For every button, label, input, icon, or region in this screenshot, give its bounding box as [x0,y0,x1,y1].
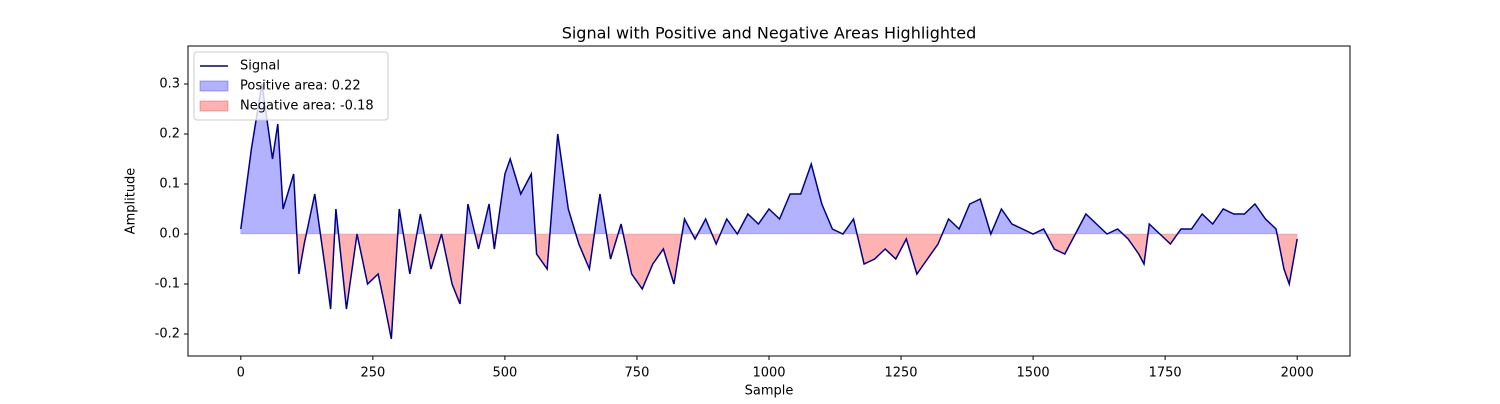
y-tick-label: -0.2 [155,327,180,342]
y-tick-label: 0.0 [159,227,180,242]
chart-title: Signal with Positive and Negative Areas … [562,24,977,43]
x-tick-label: 1000 [752,366,785,381]
x-tick-label: 0 [237,366,245,381]
x-tick-label: 1250 [884,366,917,381]
x-axis-label: Sample [745,384,794,399]
legend-box [193,51,389,121]
legend-label: Signal [240,59,280,74]
y-tick-label: 0.1 [159,177,180,192]
legend-patch [199,100,229,112]
x-tick-label: 250 [360,366,385,381]
legend-label: Negative area: -0.18 [240,99,374,114]
x-tick-label: 2000 [1281,366,1314,381]
y-tick-label: 0.2 [159,127,180,142]
legend-patch [199,80,229,92]
y-tick-label: 0.3 [159,77,180,92]
signal-line [240,83,1298,340]
x-tick-label: 500 [492,366,517,381]
legend-label: Positive area: 0.22 [240,79,361,94]
x-tick-label: 750 [625,366,650,381]
y-axis-label: Amplitude [124,168,139,235]
plot-frame [187,45,1351,357]
y-tick-label: -0.1 [155,277,180,292]
x-tick-label: 1750 [1149,366,1182,381]
x-tick-label: 1500 [1017,366,1050,381]
